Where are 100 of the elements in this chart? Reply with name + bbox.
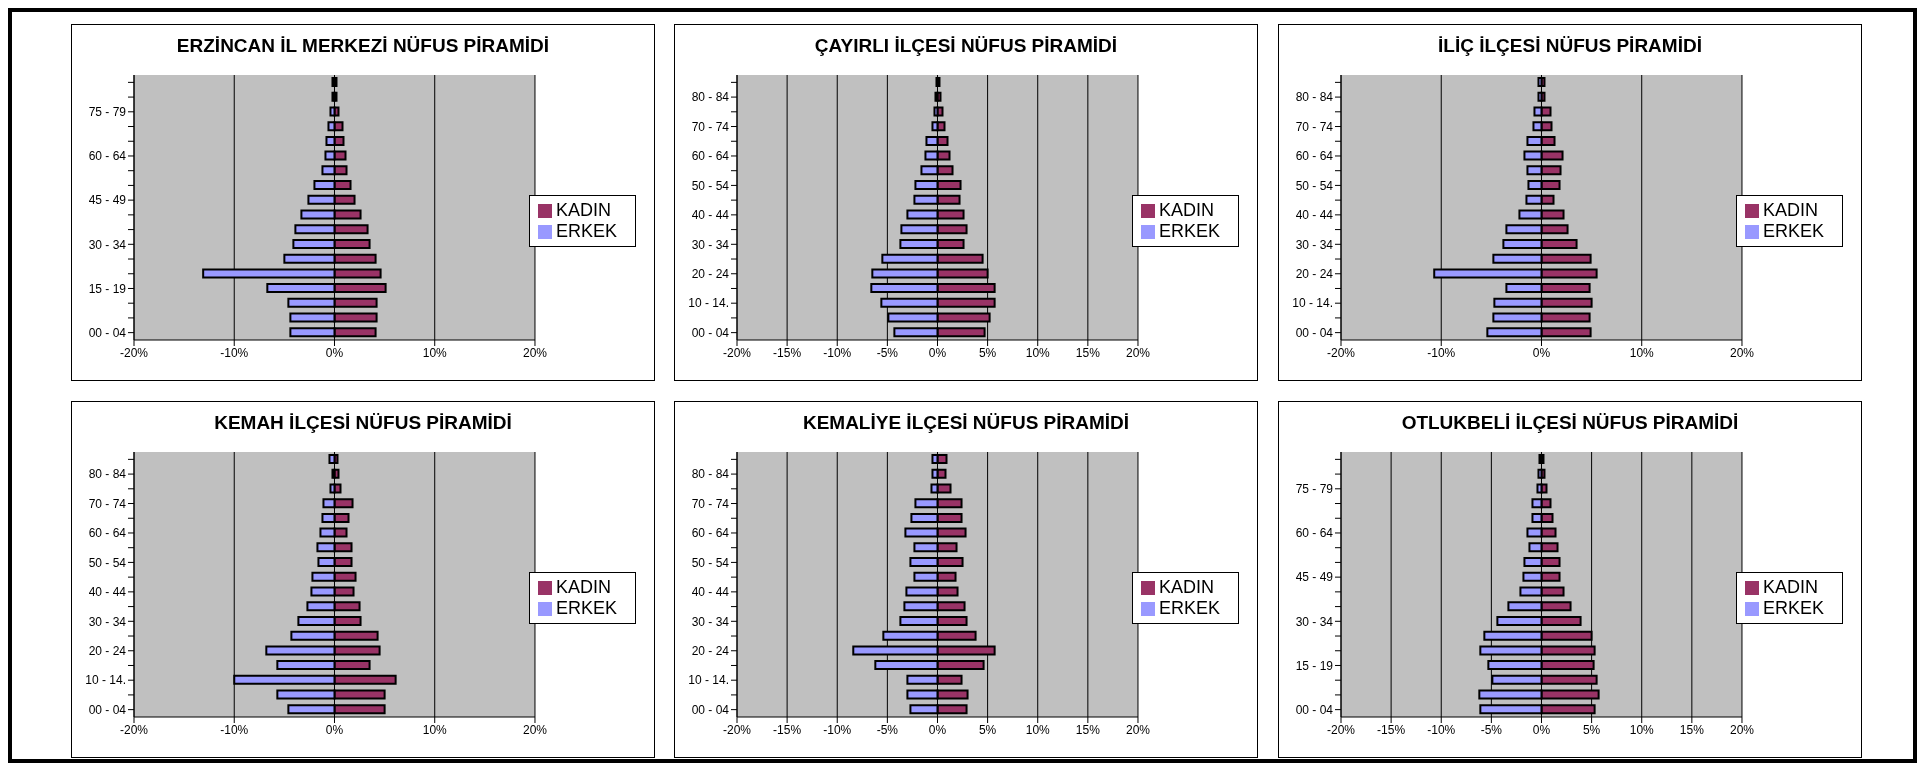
chart-title: KEMAH İLÇESİ NÜFUS PİRAMİDİ (213, 412, 513, 435)
y-tick-label: 50 - 54 (691, 178, 730, 193)
y-tick-label: 20 - 24 (691, 267, 730, 282)
x-tick-label: 10% (1025, 345, 1051, 360)
x-tick-label: -10% (823, 722, 852, 737)
y-tick-label: 20 - 24 (88, 644, 127, 659)
legend-label: ERKEK (555, 220, 617, 241)
y-tick-label: 40 - 44 (691, 585, 730, 600)
chart-title: OTLUKBELİ İLÇESİ NÜFUS PİRAMİDİ (1400, 412, 1740, 435)
legend-label: KADIN (1158, 199, 1214, 220)
x-tick-label: 5% (978, 345, 997, 360)
x-tick-label: 10% (422, 722, 448, 737)
y-tick-label: 30 - 34 (691, 614, 730, 629)
y-tick-label: 75 - 79 (88, 105, 127, 120)
y-tick-label: 45 - 49 (1295, 570, 1334, 585)
x-tick-label: -20% (722, 345, 752, 360)
y-tick-label: 10 - 14. (85, 673, 126, 688)
chart-title: KEMALİYE İLÇESİ NÜFUS PİRAMİDİ (801, 412, 1131, 435)
y-tick-label: 20 - 24 (1295, 267, 1334, 282)
y-tick-label: 50 - 54 (88, 555, 127, 570)
x-tick-label: 10% (1025, 722, 1051, 737)
x-tick-label: 0% (325, 722, 344, 737)
x-tick-label: 0% (1532, 722, 1551, 737)
legend-label: ERKEK (1158, 597, 1220, 618)
legend-label: KADIN (1158, 576, 1214, 597)
y-tick-label: 70 - 74 (691, 119, 730, 134)
x-tick-label: 20% (1729, 345, 1755, 360)
x-tick-label: -20% (1326, 722, 1356, 737)
x-tick-label: -20% (119, 345, 149, 360)
y-tick-label: 80 - 84 (1295, 90, 1334, 105)
y-tick-label: 00 - 04 (88, 702, 127, 717)
legend-label: ERKEK (1762, 220, 1824, 241)
y-tick-label: 40 - 44 (691, 208, 730, 223)
x-tick-label: 0% (928, 722, 947, 737)
x-tick-label: -10% (1427, 345, 1456, 360)
y-tick-label: 10 - 14. (1292, 296, 1333, 311)
x-tick-label: -5% (1480, 722, 1503, 737)
legend-label: KADIN (1762, 576, 1818, 597)
x-tick-label: 20% (522, 345, 548, 360)
y-tick-label: 30 - 34 (1295, 614, 1334, 629)
y-tick-label: 00 - 04 (1295, 702, 1334, 717)
x-tick-label: -20% (119, 722, 149, 737)
x-tick-label: 20% (1125, 722, 1151, 737)
y-tick-label: 00 - 04 (691, 702, 730, 717)
x-tick-label: 5% (1582, 722, 1601, 737)
y-tick-label: 70 - 74 (88, 496, 127, 511)
x-tick-label: 10% (1629, 722, 1655, 737)
x-tick-label: -20% (1326, 345, 1356, 360)
y-tick-label: 15 - 19 (88, 281, 127, 296)
y-tick-label: 50 - 54 (1295, 178, 1334, 193)
legend-label: ERKEK (1158, 220, 1220, 241)
x-tick-label: -15% (773, 722, 802, 737)
y-tick-label: 70 - 74 (1295, 119, 1334, 134)
x-tick-label: 20% (522, 722, 548, 737)
x-tick-label: 10% (422, 345, 448, 360)
x-tick-label: 0% (325, 345, 344, 360)
x-tick-label: 0% (928, 345, 947, 360)
x-tick-label: -15% (1377, 722, 1406, 737)
legend-label: ERKEK (555, 597, 617, 618)
y-tick-label: 60 - 64 (1295, 149, 1334, 164)
y-tick-label: 30 - 34 (88, 237, 127, 252)
y-tick-label: 40 - 44 (88, 585, 127, 600)
x-tick-label: -15% (773, 345, 802, 360)
y-tick-label: 60 - 64 (88, 149, 127, 164)
y-tick-label: 80 - 84 (691, 90, 730, 105)
chart-title: ÇAYIRLI İLÇESİ NÜFUS PİRAMİDİ (813, 35, 1119, 58)
x-tick-label: 20% (1125, 345, 1151, 360)
x-tick-label: 15% (1075, 345, 1101, 360)
x-tick-label: 20% (1729, 722, 1755, 737)
legend-label: ERKEK (1762, 597, 1824, 618)
chart-title: ERZİNCAN İL MERKEZİ NÜFUS PİRAMİDİ (175, 35, 551, 58)
y-tick-label: 10 - 14. (688, 296, 729, 311)
x-tick-label: -10% (220, 722, 249, 737)
x-tick-label: 15% (1075, 722, 1101, 737)
y-tick-label: 80 - 84 (88, 467, 127, 482)
x-tick-label: -10% (220, 345, 249, 360)
y-tick-label: 50 - 54 (691, 555, 730, 570)
y-tick-label: 00 - 04 (691, 325, 730, 340)
x-tick-label: 15% (1679, 722, 1705, 737)
y-tick-label: 00 - 04 (88, 325, 127, 340)
x-tick-label: -5% (876, 345, 899, 360)
x-tick-label: 10% (1629, 345, 1655, 360)
x-tick-label: 0% (1532, 345, 1551, 360)
y-tick-label: 60 - 64 (1295, 526, 1334, 541)
y-tick-label: 40 - 44 (1295, 208, 1334, 223)
y-tick-label: 80 - 84 (691, 467, 730, 482)
y-tick-label: 15 - 19 (1295, 658, 1334, 673)
legend-label: KADIN (555, 199, 611, 220)
y-tick-label: 20 - 24 (691, 644, 730, 659)
y-tick-label: 30 - 34 (88, 614, 127, 629)
x-tick-label: -20% (722, 722, 752, 737)
y-tick-label: 60 - 64 (691, 149, 730, 164)
y-tick-label: 75 - 79 (1295, 482, 1334, 497)
y-tick-label: 60 - 64 (691, 526, 730, 541)
x-tick-label: 5% (978, 722, 997, 737)
y-tick-label: 70 - 74 (691, 496, 730, 511)
y-tick-label: 30 - 34 (1295, 237, 1334, 252)
y-tick-label: 10 - 14. (688, 673, 729, 688)
x-tick-label: -10% (1427, 722, 1456, 737)
y-tick-label: 60 - 64 (88, 526, 127, 541)
